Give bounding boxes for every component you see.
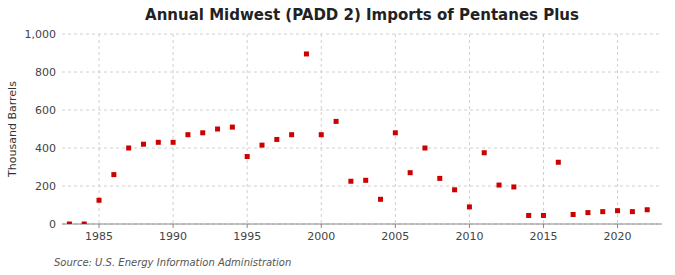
background: [0, 0, 675, 275]
x-tick: [469, 224, 470, 228]
x-grid-line: [173, 34, 174, 224]
x-tick-label: 1995: [233, 230, 261, 243]
x-tick-label: 2000: [307, 230, 335, 243]
y-tick-label: 600: [35, 104, 56, 117]
point: [556, 160, 561, 165]
points: [67, 51, 650, 224]
y-tick-label: 1,000: [25, 28, 57, 41]
x-grid-line: [321, 34, 322, 224]
point: [141, 142, 146, 147]
x-grid-line: [99, 34, 100, 224]
chart: 0 200 400 600 800 1,000 1985 1990 1995 2000 2005 20…: [0, 0, 675, 275]
source: Source: U.S. Energy Information Administ…: [54, 257, 291, 268]
point: [334, 119, 339, 124]
point: [126, 146, 131, 151]
point: [363, 178, 368, 183]
x-tick: [321, 224, 322, 228]
x-tick-label: 2010: [455, 230, 483, 243]
point: [482, 150, 487, 155]
x-tick: [395, 224, 396, 228]
x-tick-label: 2015: [529, 230, 557, 243]
x-tick-label: 1985: [85, 230, 113, 243]
x-grid-line: [543, 34, 544, 224]
x-tick: [247, 224, 248, 228]
x-grid-line: [395, 34, 396, 224]
point: [467, 204, 472, 209]
axes: 0 200 400 600 800 1,000 1985 1990 1995 2000 2005 20…: [25, 28, 663, 243]
x-tick: [543, 224, 544, 228]
x-grid-line: [247, 34, 248, 224]
point: [571, 212, 576, 217]
point: [645, 207, 650, 212]
point: [304, 51, 309, 56]
point: [600, 209, 605, 214]
point: [82, 222, 87, 225]
y-grid-line: [62, 224, 662, 225]
x-tick-label: 2020: [604, 230, 632, 243]
point: [348, 179, 353, 184]
point: [630, 209, 635, 214]
y-tick-label: 800: [35, 66, 56, 79]
point: [230, 125, 235, 130]
point: [171, 140, 176, 145]
point: [511, 184, 516, 189]
point: [260, 143, 265, 148]
point: [215, 127, 220, 132]
grid: [62, 34, 662, 224]
y-grid-line: [62, 186, 662, 187]
x-axis-line: [62, 224, 662, 225]
point: [289, 132, 294, 137]
point: [497, 183, 502, 188]
title: Annual Midwest (PADD 2) Imports of Penta…: [145, 6, 579, 24]
point: [156, 140, 161, 145]
y-tick-label: 400: [35, 142, 56, 155]
point: [393, 130, 398, 135]
point: [111, 172, 116, 177]
x-tick-label: 2005: [381, 230, 409, 243]
point: [245, 154, 250, 159]
point: [97, 198, 102, 203]
point: [378, 197, 383, 202]
point: [422, 146, 427, 151]
y-grid-line: [62, 72, 662, 73]
x-tick: [99, 224, 100, 228]
y-grid-line: [62, 110, 662, 111]
y-grid-line: [62, 148, 662, 149]
y-axis-label: Thousand Barrels: [6, 81, 19, 178]
x-grid-line: [469, 34, 470, 224]
y-tick-label: 200: [35, 180, 56, 193]
point: [408, 170, 413, 175]
y-grid-line: [62, 34, 662, 35]
point: [319, 132, 324, 137]
x-grid-line: [617, 34, 618, 224]
point: [274, 137, 279, 142]
point: [526, 213, 531, 218]
point: [585, 210, 590, 215]
point: [185, 132, 190, 137]
point: [200, 130, 205, 135]
point: [437, 176, 442, 181]
x-tick-label: 1990: [159, 230, 187, 243]
x-tick: [617, 224, 618, 228]
y-tick-label: 0: [49, 218, 56, 231]
point: [615, 208, 620, 213]
point: [541, 213, 546, 218]
point: [67, 222, 72, 225]
point: [452, 187, 457, 192]
x-tick: [173, 224, 174, 228]
